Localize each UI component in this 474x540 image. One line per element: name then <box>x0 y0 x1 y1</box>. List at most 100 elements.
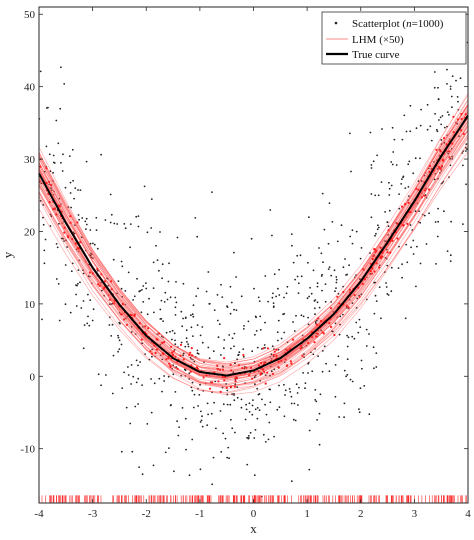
scatter-point <box>393 138 396 141</box>
scatter-point <box>294 419 297 422</box>
lhm-point <box>188 353 191 357</box>
scatter-point <box>271 345 274 347</box>
scatter-point <box>375 300 378 302</box>
lhm-point <box>319 320 323 323</box>
scatter-point <box>275 295 277 298</box>
scatter-point <box>403 114 406 117</box>
scatter-point <box>258 300 261 302</box>
scatter-point <box>112 354 115 357</box>
scatter-point <box>163 375 166 377</box>
lhm-point <box>63 226 66 229</box>
scatter-point <box>428 212 430 215</box>
lhm-point <box>230 385 233 388</box>
scatter-point <box>130 383 133 385</box>
scatter-point <box>359 326 362 328</box>
scatter-point <box>264 346 266 349</box>
lhm-point <box>120 313 123 316</box>
lhm-point <box>462 132 465 135</box>
scatter-point <box>117 350 119 353</box>
scatter-point <box>234 431 236 434</box>
scatter-point <box>415 285 417 288</box>
lhm-point <box>336 295 339 298</box>
scatter-point <box>289 391 292 393</box>
scatter-point <box>42 223 45 226</box>
scatter-point <box>320 252 323 255</box>
lhm-point <box>289 360 292 363</box>
scatter-point <box>343 402 346 405</box>
scatter-point <box>351 229 354 232</box>
lhm-curve <box>38 130 469 366</box>
lhm-point <box>271 372 274 375</box>
scatter-point <box>57 142 60 145</box>
lhm-point <box>189 370 192 373</box>
lhm-point <box>442 158 445 161</box>
scatter-point <box>219 410 222 412</box>
scatter-point <box>152 464 155 467</box>
scatter-point <box>191 389 194 392</box>
scatter-point <box>142 285 145 287</box>
lhm-point <box>150 352 154 355</box>
legend-scatter-label: Scatterplot (n=1000) <box>352 18 444 30</box>
scatter-point <box>141 289 143 291</box>
scatter-point <box>314 389 317 391</box>
scatter-point <box>82 272 85 275</box>
lhm-curve <box>38 136 469 379</box>
scatter-point <box>462 164 464 167</box>
scatter-point <box>222 403 225 406</box>
scatter-point <box>426 128 429 131</box>
lhm-point <box>103 286 106 289</box>
scatter-point <box>124 290 127 292</box>
scatter-point <box>308 216 310 219</box>
scatter-point <box>117 334 119 337</box>
scatter-point <box>343 416 345 419</box>
scatter-point <box>100 384 102 387</box>
lhm-point <box>103 280 106 283</box>
y-tick-label: -10 <box>20 444 35 456</box>
scatter-point <box>306 297 309 300</box>
scatter-point <box>401 138 404 141</box>
scatter-point <box>322 261 324 264</box>
lhm-point <box>284 358 287 361</box>
lhm-point <box>233 385 236 388</box>
scatter-point <box>138 466 141 468</box>
scatter-point <box>150 198 153 201</box>
scatter-point <box>191 381 194 384</box>
lhm-point <box>162 341 166 344</box>
lhm-point <box>262 347 265 350</box>
scatter-point <box>236 396 239 399</box>
scatter-point <box>129 223 132 226</box>
scatter-point <box>130 364 133 366</box>
lhm-point <box>172 353 175 356</box>
lhm-point <box>438 165 441 169</box>
scatter-point <box>293 330 296 332</box>
scatter-point <box>238 351 241 354</box>
scatter-point <box>218 323 221 326</box>
lhm-point <box>369 262 372 265</box>
scatter-point <box>139 361 142 363</box>
scatter-point <box>113 222 116 225</box>
lhm-point <box>375 262 378 265</box>
scatter-point <box>375 366 378 368</box>
lhm-point <box>48 201 51 204</box>
scatter-point <box>60 66 62 69</box>
scatter-point <box>86 322 89 325</box>
scatter-point <box>132 299 135 301</box>
scatter-point <box>317 355 319 357</box>
scatter-point <box>246 463 249 466</box>
scatter-point <box>117 336 120 339</box>
scatter-point <box>85 160 88 163</box>
lhm-point <box>442 137 446 140</box>
scatter-point <box>373 312 376 315</box>
scatter-point <box>449 88 452 90</box>
scatter-point <box>185 448 188 451</box>
scatter-point <box>436 130 439 133</box>
scatter-point <box>407 163 410 166</box>
legend-true-label: True curve <box>352 49 400 61</box>
scatter-point <box>222 432 225 435</box>
scatter-point <box>150 378 153 380</box>
scatter-point <box>416 245 418 248</box>
lhm-point <box>428 170 431 174</box>
scatter-point <box>242 356 245 358</box>
scatter-point <box>223 339 226 341</box>
scatter-point <box>137 403 140 405</box>
